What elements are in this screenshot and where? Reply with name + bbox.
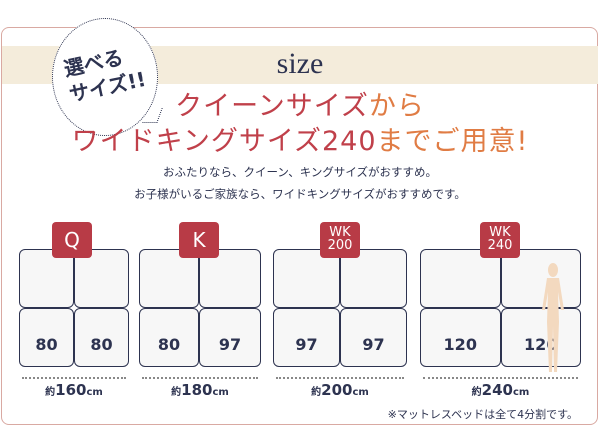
mattress-width: 120 xyxy=(443,335,477,354)
mattress-section xyxy=(420,249,501,308)
total-width: 160 xyxy=(55,381,87,399)
size-badge: WK 240 xyxy=(480,222,520,258)
badge-sublabel: 200 xyxy=(327,238,353,253)
dotted-divider xyxy=(276,377,404,379)
mattress-width: 80 xyxy=(157,335,181,354)
speech-bubble xyxy=(52,18,158,136)
approx-prefix: 約 xyxy=(311,387,322,398)
description-line-1: おふたりなら、クイーン、キングサイズがおすすめ。 xyxy=(162,165,438,179)
bed-diagram: 120 120 xyxy=(420,249,581,367)
mattress-width: 97 xyxy=(218,335,242,354)
total-width-label: 約180cm xyxy=(139,381,261,399)
headline-part: までご用意! xyxy=(376,126,529,157)
headline-line-1: クイーンサイズから xyxy=(0,90,600,124)
unit: cm xyxy=(86,387,103,398)
headline-line-2: ワイドキングサイズ240までご用意! xyxy=(0,125,600,159)
description-line-2: お子様がいるご家族なら、ワイドキングサイズがおすすめです。 xyxy=(134,187,466,201)
person-silhouette-icon xyxy=(542,263,564,372)
total-width-label: 約160cm xyxy=(19,381,129,399)
unit: cm xyxy=(352,387,369,398)
dotted-divider xyxy=(22,377,126,379)
badge-sublabel: 240 xyxy=(487,238,513,253)
badge-label: Q xyxy=(64,228,80,252)
total-width: 200 xyxy=(321,381,353,399)
mattress-section: 80 xyxy=(74,308,129,367)
mattress-section: 80 xyxy=(139,308,199,367)
mattress-section xyxy=(199,249,261,308)
total-width-label: 約240cm xyxy=(420,381,581,399)
dotted-divider xyxy=(423,377,578,379)
bed-diagram: 80 97 xyxy=(139,249,261,367)
badge-label: K xyxy=(192,228,206,252)
mattress-section xyxy=(19,249,74,308)
unit: cm xyxy=(512,387,530,398)
mattress-section xyxy=(139,249,199,308)
mattress-section: 97 xyxy=(340,308,407,367)
headline-part: ワイドキングサイズ240 xyxy=(71,126,377,157)
bed-diagram: 80 80 xyxy=(19,249,129,367)
dotted-divider xyxy=(142,377,258,379)
total-width: 240 xyxy=(481,381,513,399)
mattress-width: 97 xyxy=(295,335,318,354)
size-badge: K xyxy=(179,222,219,258)
size-badge: Q xyxy=(52,222,92,258)
mattress-section xyxy=(340,249,407,308)
mattress-width: 97 xyxy=(362,335,385,354)
mattress-width: 80 xyxy=(35,335,58,354)
mattress-section xyxy=(74,249,129,308)
bed-diagram: 97 97 xyxy=(273,249,407,367)
approx-prefix: 約 xyxy=(45,387,56,398)
section-title: size xyxy=(276,47,324,80)
mattress-section: 97 xyxy=(199,308,261,367)
size-badge: WK 200 xyxy=(320,222,360,258)
badge-label: WK xyxy=(489,225,511,240)
total-width-label: 約200cm xyxy=(273,381,407,399)
mattress-section xyxy=(273,249,340,308)
badge-label: WK xyxy=(329,225,351,240)
footnote: ※マットレスベッドは全て4分割です。 xyxy=(387,408,578,421)
mattress-section: 97 xyxy=(273,308,340,367)
approx-prefix: 約 xyxy=(171,387,182,398)
mattress-section: 80 xyxy=(19,308,74,367)
mattress-section xyxy=(500,249,581,308)
headline-part: クイーンサイズ xyxy=(175,91,369,122)
total-width: 180 xyxy=(181,381,213,399)
headline-part: から xyxy=(368,91,425,122)
mattress-width: 80 xyxy=(90,335,113,354)
content-frame xyxy=(1,27,598,425)
approx-prefix: 約 xyxy=(471,387,482,398)
mattress-section: 120 xyxy=(420,308,501,367)
unit: cm xyxy=(212,387,229,398)
